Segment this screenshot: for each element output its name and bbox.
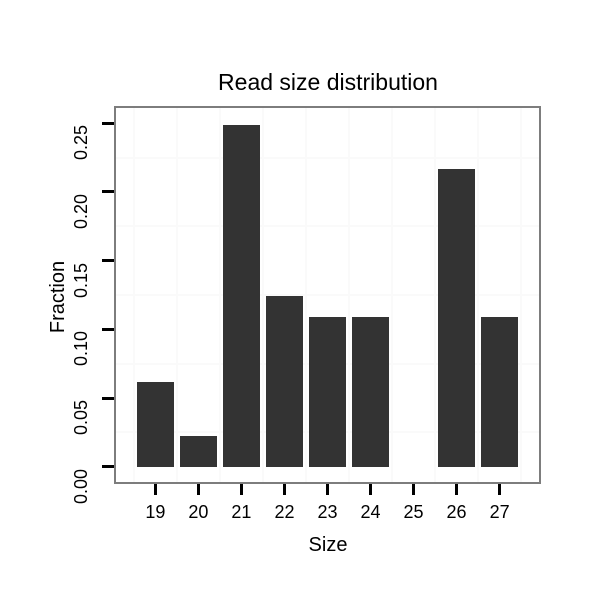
y-tick-mark [102, 396, 114, 400]
x-tick-label: 26 [446, 502, 467, 522]
x-tick-mark [196, 484, 200, 495]
x-axis-title: Size [308, 534, 348, 556]
y-axis-title: Fraction [47, 260, 69, 334]
bar [438, 168, 476, 467]
x-tick-mark [369, 484, 373, 495]
x-tick-mark [239, 484, 243, 495]
x-tick-label: 21 [231, 502, 252, 522]
x-tick-mark [412, 484, 416, 495]
bar [265, 296, 303, 467]
x-tick-mark [326, 484, 329, 495]
x-tick-label: 27 [489, 502, 510, 522]
y-tick-mark [102, 190, 114, 194]
x-tick-label: 22 [274, 502, 295, 522]
gridline-minor-horizontal [116, 156, 539, 159]
x-tick-label: 24 [360, 502, 381, 522]
y-tick-label: 0.20 [71, 193, 91, 230]
plot-panel [116, 108, 539, 482]
bar [222, 124, 260, 467]
chart-title: Read size distribution [218, 69, 438, 95]
x-tick-mark [498, 484, 502, 495]
x-tick-label: 25 [403, 502, 424, 522]
x-tick-label: 19 [145, 502, 166, 522]
y-tick-mark [102, 465, 114, 469]
gridline-minor-horizontal [116, 294, 539, 296]
y-tick-label: 0.05 [71, 400, 91, 436]
x-tick-mark [455, 484, 459, 495]
bar [309, 316, 346, 467]
x-tick-mark [282, 484, 286, 495]
y-tick-label: 0.15 [71, 262, 91, 298]
x-tick-mark [153, 484, 157, 495]
bar [352, 316, 390, 467]
gridline-minor-horizontal [116, 225, 539, 228]
y-tick-mark [102, 259, 114, 263]
y-tick-label: 0.10 [71, 331, 91, 367]
x-tick-label: 23 [317, 502, 338, 522]
y-tick-label: 0.25 [71, 125, 91, 161]
y-tick-mark [102, 121, 114, 125]
y-tick-mark [102, 327, 114, 331]
bar [179, 436, 217, 467]
bar [136, 381, 174, 467]
bar [481, 316, 519, 467]
x-tick-label: 20 [188, 502, 209, 522]
y-tick-label: 0.00 [71, 468, 91, 504]
